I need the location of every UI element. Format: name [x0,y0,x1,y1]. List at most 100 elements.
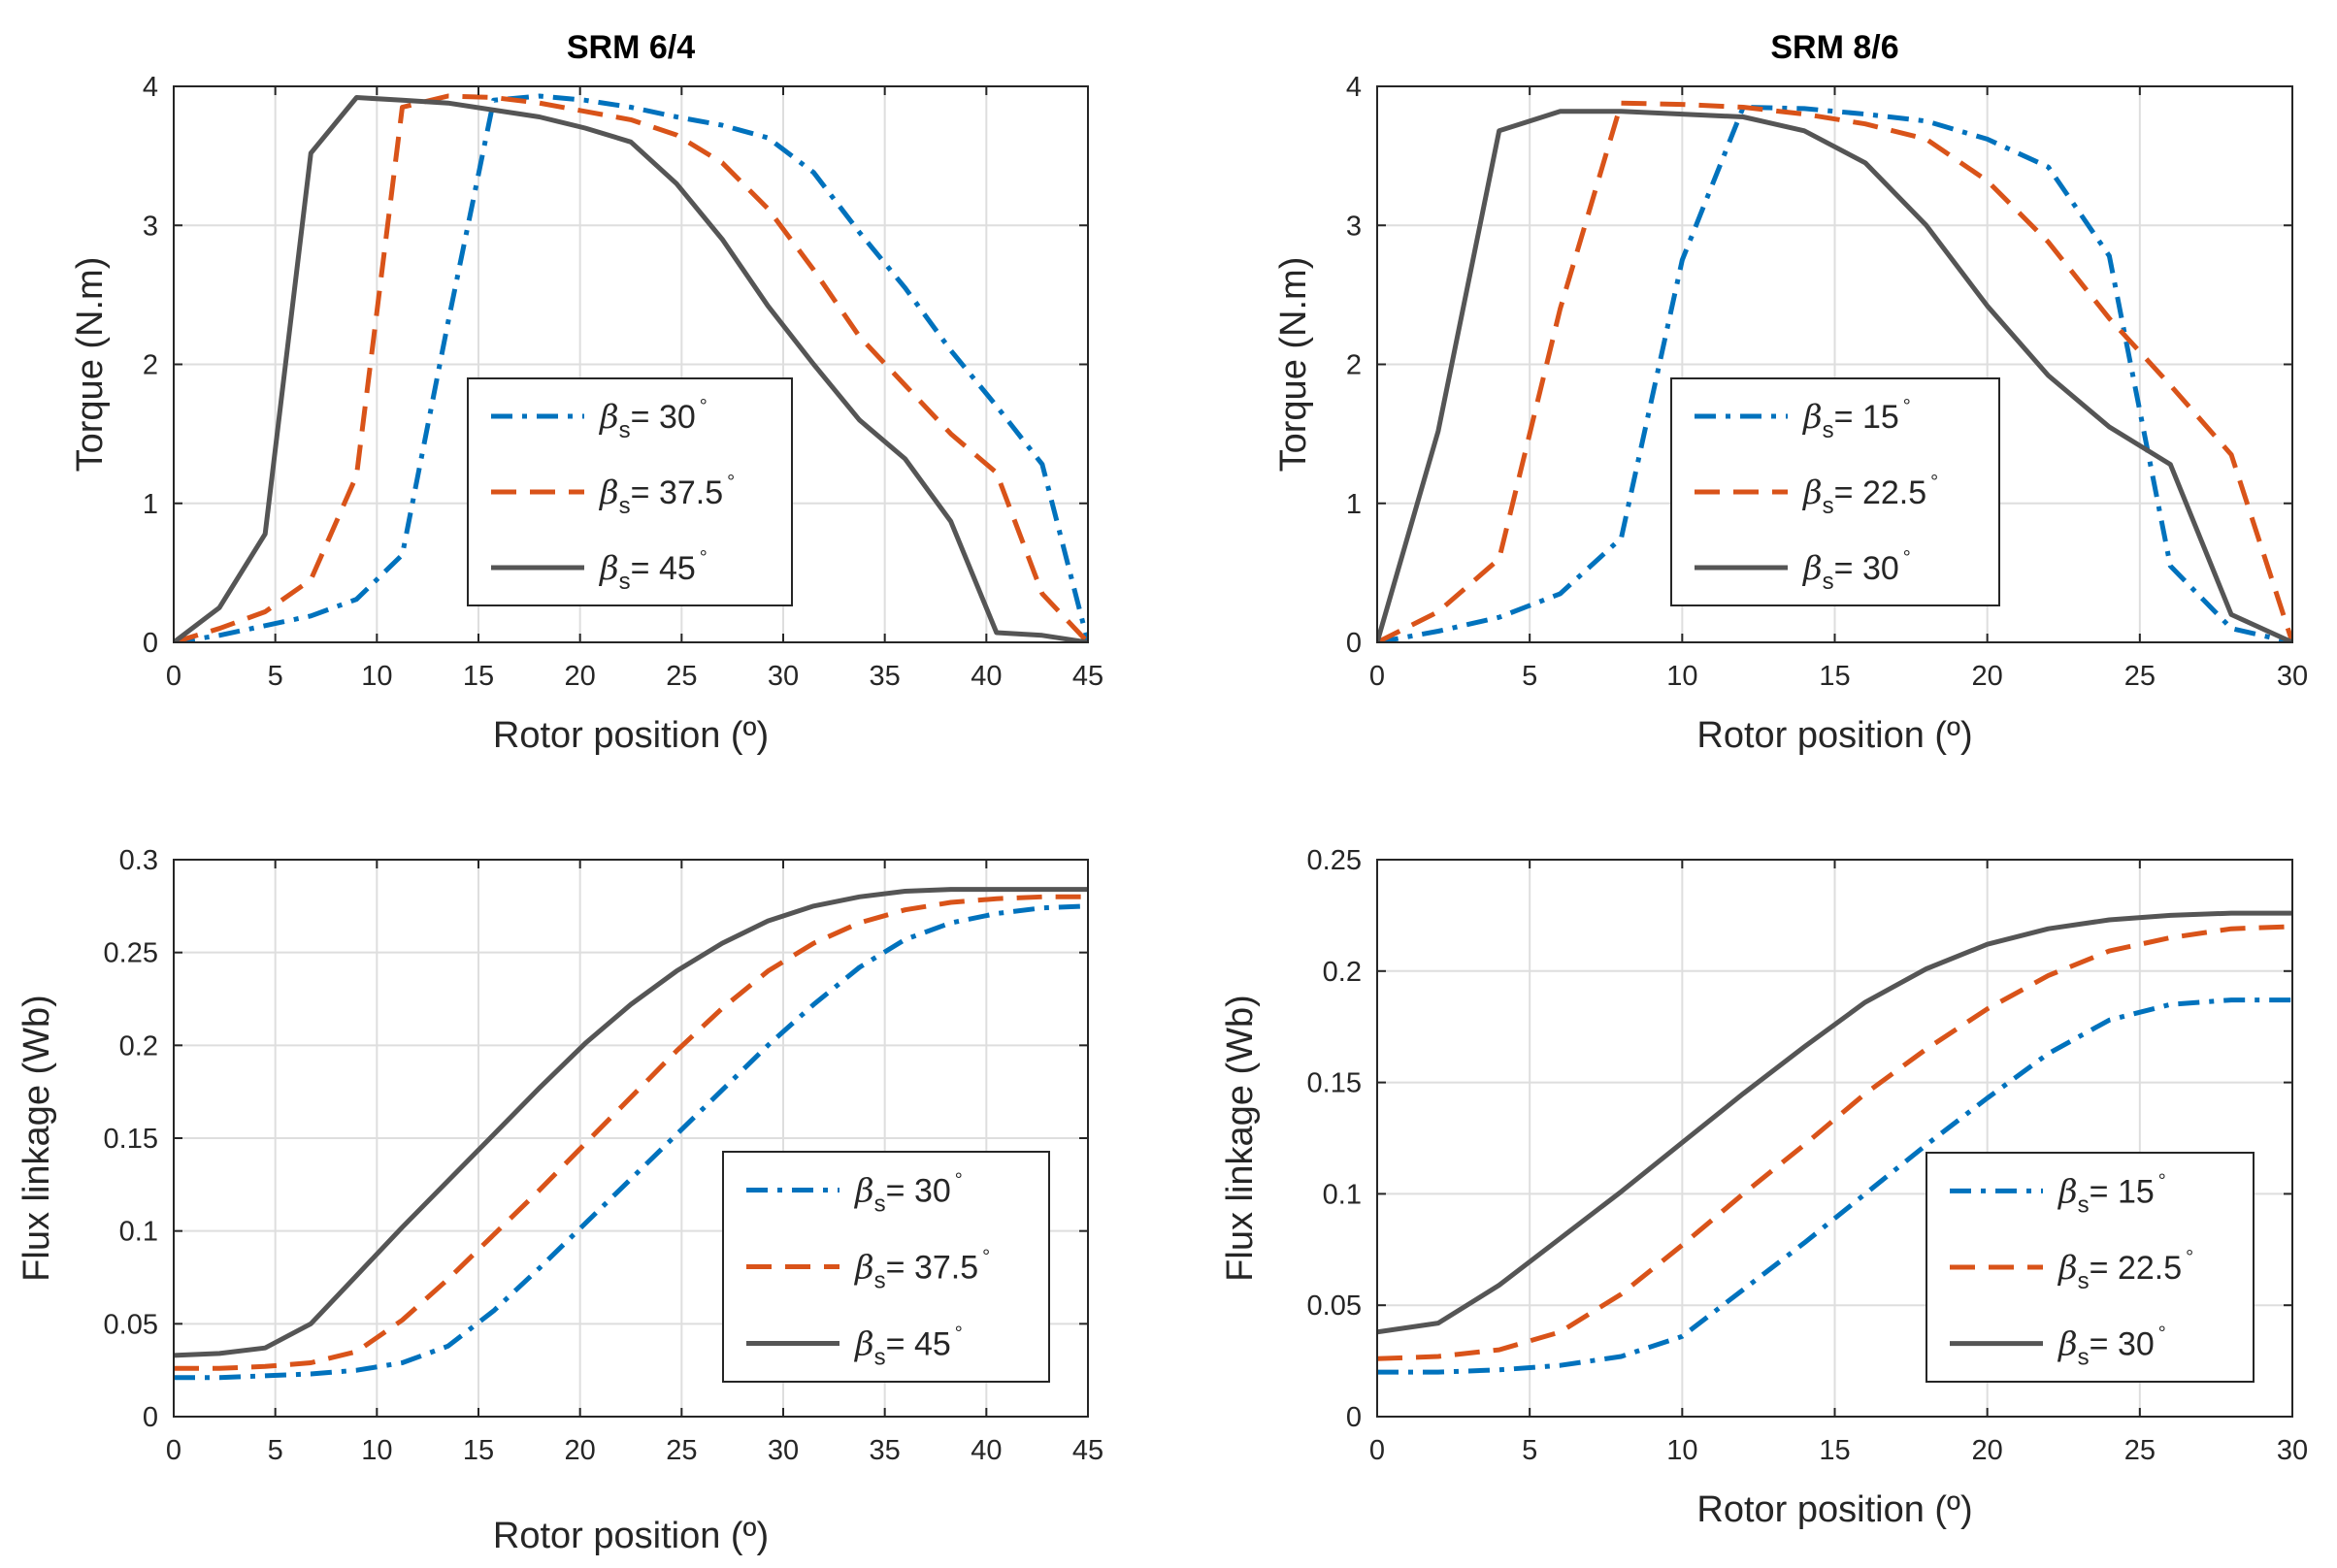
x-tick-label: 5 [1522,661,1537,692]
legend-value: = 45 [631,550,696,587]
legend: βs= 15 °βs= 22.5 °βs= 30 ° [1926,1152,2255,1383]
legend-degree: ° [2186,1247,2193,1268]
legend-degree: ° [1930,472,1938,493]
legend-degree: ° [955,1323,963,1345]
legend-beta: β [598,398,619,437]
x-tick-label: 0 [166,661,181,692]
legend-subscript: s [619,417,631,443]
legend-value: = 37.5 [886,1250,978,1287]
legend-subscript: s [2078,1345,2090,1371]
x-axis-label: Rotor position (º) [1696,715,1972,756]
x-tick-label: 5 [268,661,283,692]
legend: βs= 30 °βs= 37.5 °βs= 45 ° [467,377,793,606]
series-line-dashed [1377,100,2292,642]
legend-entry: βs= 30 ° [853,1170,963,1218]
y-tick-label: 0.05 [104,1309,158,1340]
x-tick-label: 5 [1522,1435,1537,1466]
legend: βs= 30 °βs= 37.5 °βs= 45 ° [722,1151,1050,1383]
legend-beta: β [1801,474,1823,512]
x-tick-label: 30 [768,661,799,692]
legend-entry: βs= 30 ° [1801,547,1911,595]
torque-chart-srm-6-4: 0 5 10 15 20 25 30 35 40 45 0 1 2 3 4 SRM 6/4 Rotor posi… [70,29,1103,756]
x-tick-label: 15 [463,1435,494,1466]
y-tick-label: 0.25 [1307,845,1362,876]
x-tick-label: 40 [971,661,1002,692]
legend-subscript: s [619,569,631,595]
x-tick-label: 0 [1369,661,1385,692]
x-tick-label: 10 [361,661,392,692]
x-tick-label: 35 [870,661,901,692]
x-tick-label: 30 [2277,661,2308,692]
x-axis-label: Rotor position (º) [1696,1489,1972,1530]
flux-chart-srm-6-4: 0 5 10 15 20 25 30 35 40 45 0 0.05 0.1 0.15 0.2 0.25 0.3… [16,845,1103,1556]
legend-subscript: s [2078,1192,2090,1218]
y-tick-label: 0.15 [104,1124,158,1155]
x-tick-label: 45 [1072,661,1103,692]
x-tick-label: 45 [1072,1435,1103,1466]
series-line-solid [1377,910,2292,1335]
flux-chart-srm-8-6: 0 5 10 15 20 25 30 0 0.05 0.1 0.15 0.2 0.25 Rotor pos… [1220,845,2308,1530]
y-tick-label: 0 [143,1402,158,1433]
x-tick-label: 40 [971,1435,1002,1466]
x-tick-label: 20 [565,661,596,692]
y-tick-label: 0.1 [119,1217,158,1248]
y-tick-label: 3 [143,211,158,242]
legend-value: = 22.5 [2090,1250,2182,1287]
y-tick-label: 2 [1346,350,1362,381]
legend-subscript: s [2078,1268,2090,1294]
series-line-dashdot [174,93,1088,642]
series-line-solid [174,95,1088,642]
legend-entry: βs= 15 ° [2057,1170,2166,1218]
legend-degree: ° [982,1247,990,1268]
x-tick-label: 25 [666,1435,697,1466]
legend-value: = 37.5 [631,474,723,511]
legend-subscript: s [619,493,631,519]
y-axis-label: Flux linkage (Wb) [16,995,57,1282]
legend-entry: βs= 45 ° [598,547,708,595]
x-tick-label: 30 [2277,1435,2308,1466]
y-axis-label: Flux linkage (Wb) [1220,995,1261,1282]
legend-value: = 15 [2090,1173,2155,1210]
y-tick-label: 0.3 [119,845,158,876]
x-tick-label: 10 [361,1435,392,1466]
legend-value: = 15 [1834,399,1899,436]
legend-subscript: s [1823,569,1834,595]
x-tick-label: 15 [463,661,494,692]
x-tick-label: 0 [166,1435,181,1466]
y-tick-label: 2 [143,350,158,381]
x-axis-label: Rotor position (º) [493,1516,769,1556]
legend-beta: β [853,1249,874,1288]
x-tick-label: 25 [2124,661,2156,692]
legend-beta: β [1801,398,1823,437]
y-tick-label: 0 [1346,628,1362,659]
y-axis-label: Torque (N.m) [70,257,111,473]
x-tick-label: 20 [1972,1435,2003,1466]
y-tick-label: 0.2 [1323,957,1362,988]
legend-value: = 30 [631,399,696,436]
legend-entry: βs= 22.5 ° [1801,472,1938,519]
legend-subscript: s [874,1345,886,1371]
x-tick-label: 20 [565,1435,596,1466]
legend-beta: β [598,549,619,588]
x-tick-label: 0 [1369,1435,1385,1466]
series-group [174,93,1088,642]
legend-degree: ° [1903,396,1911,417]
legend-degree: ° [2158,1323,2166,1345]
x-tick-label: 30 [768,1435,799,1466]
y-tick-label: 4 [143,72,158,103]
x-tick-label: 20 [1972,661,2003,692]
series-group [1377,910,2292,1375]
series-line-dashed [174,894,1088,1371]
legend-value: = 30 [1834,550,1899,587]
legend-subscript: s [1823,417,1834,443]
series-group [174,887,1088,1381]
legend-subscript: s [874,1192,886,1218]
series-line-solid [1377,109,2292,642]
x-tick-label: 15 [1819,1435,1850,1466]
y-tick-label: 0.2 [119,1030,158,1062]
y-tick-label: 0.15 [1307,1068,1362,1099]
legend-subscript: s [874,1268,886,1294]
y-tick-label: 0.1 [1323,1179,1362,1210]
legend-value: = 45 [886,1326,951,1363]
